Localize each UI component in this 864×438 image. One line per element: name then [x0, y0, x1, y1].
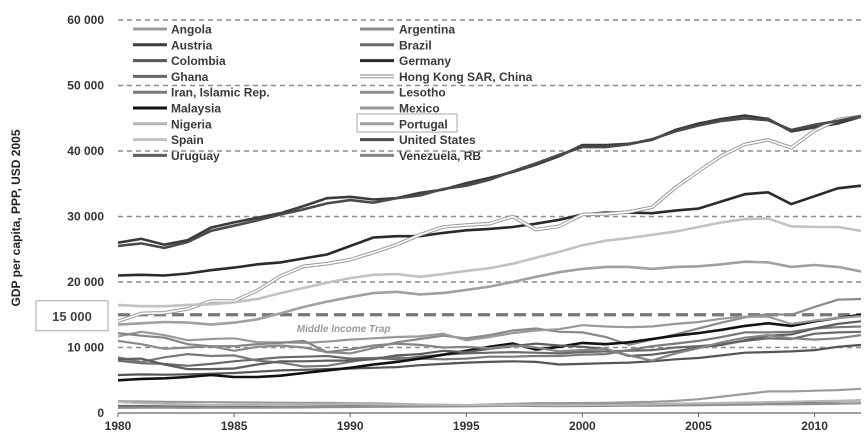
y-tick-label: 60 000 — [67, 13, 104, 27]
legend-label: Hong Kong SAR, China — [399, 70, 533, 84]
legend-label: Portugal — [399, 117, 448, 131]
x-tick-label: 1980 — [105, 419, 132, 433]
x-tick-label: 1990 — [337, 419, 364, 433]
legend-label: Angola — [171, 23, 212, 37]
x-tick-label: 1985 — [221, 419, 248, 433]
threshold-label-box — [35, 300, 109, 332]
series-line — [117, 115, 862, 250]
series-line — [117, 217, 862, 308]
legend-empty-box — [356, 113, 458, 133]
threshold-label: 15 000 — [52, 309, 92, 324]
legend-label: Ghana — [171, 70, 209, 84]
y-tick-label: 40 000 — [67, 144, 104, 158]
legend-label: Uruguay — [171, 149, 220, 163]
series-line — [117, 325, 862, 368]
y-tick-label: 20 000 — [67, 275, 104, 289]
x-tick-label: 2005 — [685, 419, 712, 433]
legend-label: United States — [399, 133, 476, 147]
series-line — [117, 260, 862, 326]
legend-label: Colombia — [171, 54, 226, 68]
axes: 0 10 000 20 000 30 000 40 000 50 000 60 000 198… — [67, 13, 861, 433]
series-line — [117, 343, 862, 377]
y-tick-label: 10 000 — [67, 341, 104, 355]
series-line — [117, 315, 862, 345]
legend-label: Austria — [171, 38, 213, 52]
y-tick-label: 30 000 — [67, 210, 104, 224]
x-tick-label: 2010 — [801, 419, 828, 433]
legend-label: Mexico — [399, 102, 440, 116]
series-lines — [117, 114, 862, 409]
x-tick-label: 2000 — [569, 419, 596, 433]
series-line — [117, 115, 862, 323]
y-tick-label: 50 000 — [67, 79, 104, 93]
legend-label: Lesotho — [399, 86, 446, 100]
legend-label: Germany — [399, 54, 451, 68]
series-line — [117, 313, 862, 382]
threshold-layer: 15 000 Middle Income Trap — [35, 300, 861, 335]
legend-label: Brazil — [399, 38, 432, 52]
legend-label: Argentina — [399, 23, 455, 37]
legend-label: Malaysia — [171, 102, 221, 116]
y-axis-label: GDP per capita, PPP, USD 2005 — [9, 129, 23, 306]
x-tick-label: 1995 — [453, 419, 480, 433]
middle-income-trap-annotation: Middle Income Trap — [297, 324, 391, 335]
series-line — [117, 297, 862, 355]
legend-label: Venezuela, RB — [399, 149, 481, 163]
series-line — [117, 332, 862, 362]
legend-label: Nigeria — [171, 117, 212, 131]
series-line — [117, 399, 862, 407]
legend-label: Spain — [171, 133, 204, 147]
legend-label: Iran, Islamic Rep. — [171, 86, 270, 100]
y-tick-label: 0 — [97, 406, 104, 420]
legend: Angola Argentina Austria Brazil Colombia Germ… — [133, 23, 533, 163]
series-line — [117, 184, 862, 277]
series-line — [117, 114, 862, 247]
